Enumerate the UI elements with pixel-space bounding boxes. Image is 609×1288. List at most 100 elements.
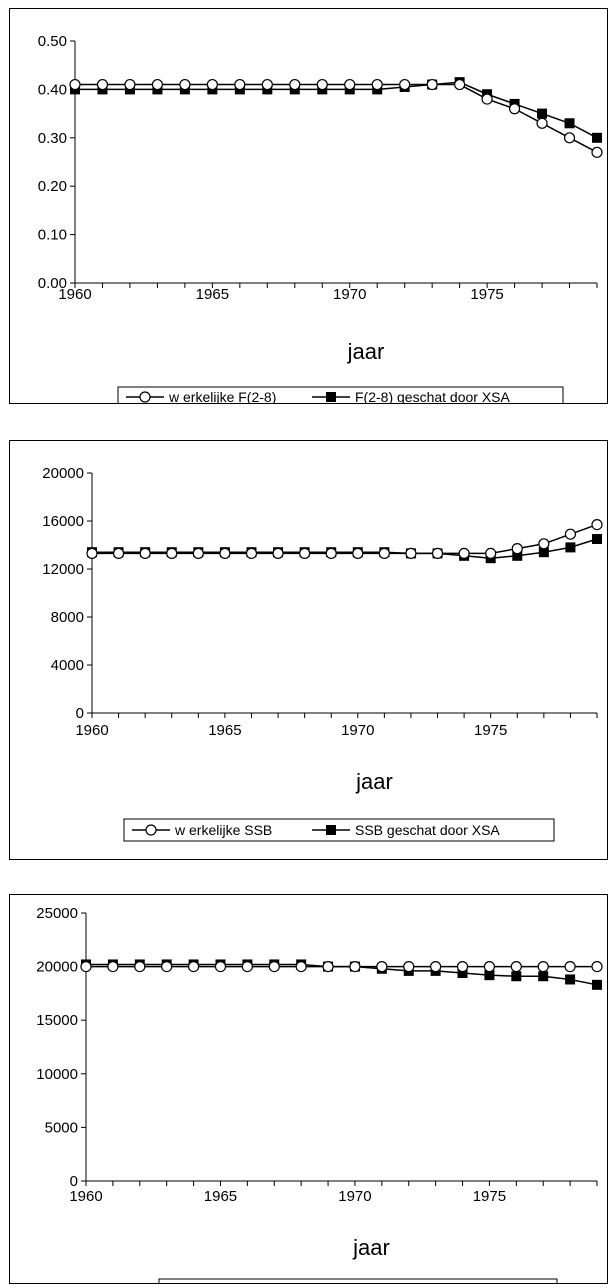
chart-r: 0 5000 10000 15000 20000 25000 1960 1965 1970 197…: [36, 905, 603, 1288]
data-point-square: [592, 534, 602, 544]
data-point-square: [564, 118, 575, 129]
chart-f: 0.00 0.10 0.20 0.30 0.40 0.50 1960 1965 1970 1975…: [38, 33, 603, 410]
data-point-circle: [483, 960, 496, 973]
data-point-circle: [537, 960, 549, 973]
chart-ssb: 0 4000 8000 12000 16000 20000 1960 1965 1970 1975…: [42, 465, 603, 842]
x-tick-label: 1970: [341, 722, 374, 739]
y-tick-label: 5000: [45, 1119, 78, 1136]
data-point-circle: [80, 960, 92, 973]
x-tick-label: 1975: [473, 1188, 506, 1205]
data-point-circle: [371, 78, 383, 91]
data-point-square: [592, 132, 602, 143]
data-point-circle: [268, 960, 280, 973]
y-tick-label: 20000: [42, 465, 84, 482]
data-point-circle: [538, 538, 550, 550]
x-tick-label: 1965: [204, 1188, 237, 1205]
y-tick-label: 0: [76, 705, 84, 722]
chart-panel-ssb: 0 4000 8000 12000 16000 20000 1960 1965 1970 1975…: [9, 440, 608, 860]
data-point-circle: [124, 78, 136, 91]
y-tick-label: 12000: [42, 561, 84, 578]
legend-marker-circle: [139, 391, 151, 403]
data-point-circle: [456, 960, 469, 973]
y-tick-label: 16000: [42, 513, 84, 530]
data-point-circle: [187, 960, 200, 973]
legend-label: w erkelijke F(2-8): [168, 389, 276, 403]
data-point-circle: [245, 547, 258, 560]
legend-label: w erkelijke R: [209, 1282, 289, 1283]
data-point-circle: [299, 547, 311, 560]
data-point-circle: [563, 132, 576, 144]
data-point-circle: [151, 78, 164, 91]
data-point-circle: [112, 547, 125, 560]
data-point-circle: [378, 547, 390, 560]
legend: w erkelijke R R geschat door XSA: [158, 1278, 558, 1288]
data-point-square: [537, 108, 548, 119]
data-point-circle: [399, 78, 411, 91]
series-line: [75, 83, 598, 153]
data-point-circle: [564, 960, 576, 973]
data-point-circle: [591, 146, 603, 158]
data-point-circle: [134, 960, 146, 973]
data-point-circle: [219, 547, 231, 560]
data-point-circle: [86, 547, 98, 560]
y-tick-label: 0.30: [38, 130, 67, 147]
data-point-circle: [69, 78, 81, 91]
x-tick-label: 1965: [208, 722, 241, 739]
data-point-circle: [349, 960, 361, 973]
data-point-square: [484, 970, 495, 981]
data-point-circle: [289, 78, 301, 91]
data-point-circle: [206, 78, 218, 91]
data-point-circle: [511, 542, 523, 555]
y-tick-label: 0.10: [38, 227, 67, 244]
y-tick-label: 0.00: [38, 275, 67, 292]
y-tick-label: 0.20: [38, 178, 67, 195]
data-point-circle: [481, 93, 493, 105]
data-point-circle: [458, 547, 470, 560]
legend-marker-square: [326, 392, 336, 402]
data-point-circle: [179, 78, 191, 91]
data-point-circle: [272, 547, 284, 560]
data-point-circle: [352, 547, 364, 560]
x-axis-label: jaar: [355, 769, 393, 794]
data-point-circle: [295, 960, 307, 973]
data-point-circle: [430, 960, 442, 973]
x-tick-label: 1970: [333, 286, 366, 303]
data-point-circle: [96, 78, 109, 91]
data-point-square: [512, 550, 523, 561]
data-point-square: [592, 979, 602, 990]
legend-label: R geschat door XSA: [370, 1282, 498, 1283]
x-tick-label: 1960: [58, 286, 91, 303]
x-tick-label: 1965: [196, 286, 229, 303]
legend: w erkelijke F(2-8) F(2-8) geschat door XS…: [117, 386, 564, 410]
data-point-square: [565, 542, 576, 553]
x-tick-label: 1975: [470, 286, 503, 303]
y-tick-label: 15000: [36, 1012, 78, 1029]
data-point-square: [538, 971, 549, 982]
data-point-circle: [166, 547, 178, 560]
data-point-circle: [510, 960, 522, 973]
data-point-square: [457, 968, 468, 979]
y-tick-label: 0: [70, 1173, 78, 1190]
data-point-square: [538, 547, 549, 558]
legend-label: F(2-8) geschat door XSA: [355, 389, 511, 403]
y-tick-label: 4000: [51, 657, 84, 674]
legend: w erkelijke SSB SSB geschat door XSA: [123, 818, 555, 842]
data-point-circle: [591, 518, 603, 531]
legend-label: SSB geschat door XSA: [355, 822, 500, 838]
data-point-square: [511, 971, 522, 982]
legend-label: w erkelijke SSB: [174, 822, 272, 838]
x-tick-label: 1960: [75, 722, 108, 739]
data-point-circle: [564, 528, 577, 540]
data-point-circle: [426, 78, 438, 91]
data-point-circle: [591, 960, 603, 973]
y-tick-label: 8000: [51, 609, 84, 626]
y-tick-label: 25000: [36, 905, 78, 922]
data-point-circle: [214, 960, 227, 973]
data-point-square: [565, 974, 576, 985]
chart-panel-r: 0 5000 10000 15000 20000 25000 1960 1965 1970 197…: [9, 894, 608, 1288]
x-tick-label: 1975: [474, 722, 507, 739]
data-point-circle: [325, 547, 337, 560]
data-point-circle: [344, 78, 356, 91]
y-tick-label: 20000: [36, 959, 78, 976]
chart-panel-f: 0.00 0.10 0.20 0.30 0.40 0.50 1960 1965 1970 1975…: [9, 8, 608, 410]
